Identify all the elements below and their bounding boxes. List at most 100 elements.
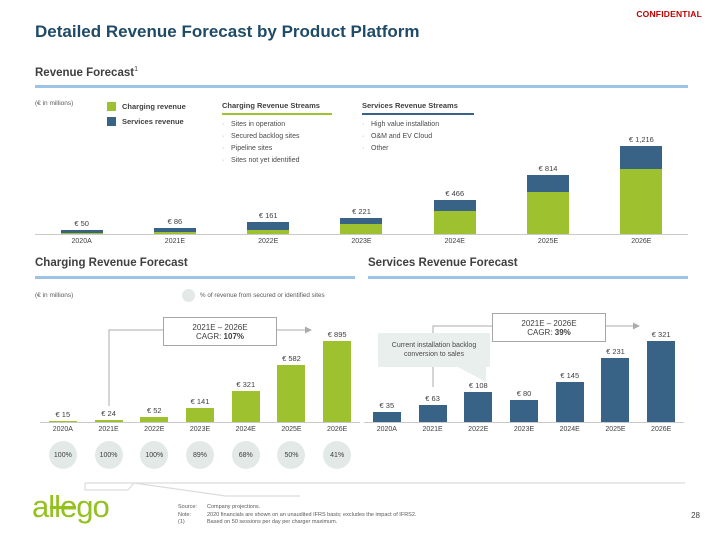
secured-share-cell: 100% <box>40 441 86 469</box>
bar-value-label: € 145 <box>560 370 580 380</box>
logo-crossbar <box>50 506 76 509</box>
allego-logo: allego <box>32 489 110 525</box>
section-divider-rule <box>35 85 688 88</box>
charging-bar-segment <box>247 230 290 234</box>
stacked-bar <box>620 146 663 234</box>
chart-column: € 24 <box>86 330 132 422</box>
bullet-text: Sites in operation <box>231 120 286 128</box>
charging-bar-segment <box>60 232 103 234</box>
bar-value-label: € 50 <box>74 219 89 229</box>
charging-bar-segment <box>153 232 196 234</box>
chart-column: € 15 <box>40 330 86 422</box>
bar-value-label: € 221 <box>352 207 371 217</box>
cagr-value: 107% <box>223 331 245 341</box>
secured-share-row: 100% 100% 100% 89% 68% 50% 41% <box>40 441 360 469</box>
axis-category-label: 2024E <box>235 426 256 433</box>
axis-category-label: 2023E <box>513 426 535 433</box>
bar-value-label: € 141 <box>190 397 210 407</box>
services-bar-segment <box>247 222 290 231</box>
bar-value-label: € 466 <box>445 189 465 199</box>
bar <box>464 392 493 422</box>
bar-value-label: € 86 <box>167 216 183 226</box>
secured-share-badge: 89% <box>186 441 215 469</box>
secured-share-badge: 100% <box>140 441 169 469</box>
bar-value-label: € 35 <box>379 401 395 411</box>
bullet-icon: · <box>362 132 365 140</box>
total-revenue-axis: 2020A 2021E 2022E 2023E 2024E 2025E 2026E <box>35 234 688 245</box>
secured-share-badge: 68% <box>231 441 260 469</box>
confidential-label: CONFIDENTIAL <box>636 9 702 19</box>
bar-value-label: € 231 <box>606 347 625 356</box>
axis-category-label: 2023E <box>189 426 211 433</box>
bar-value-label: € 1,216 <box>628 135 654 145</box>
top-chart-column: € 161 <box>222 130 315 234</box>
bullet-item: · Other <box>362 143 492 155</box>
services-revenue-chart: € 35 € 63 € 108 € 80 € 145 € 231 € 321 <box>364 330 684 423</box>
bar <box>277 365 306 422</box>
axis-category-label: 2026E <box>327 426 348 433</box>
bullet-item: · Secured backlog sites <box>222 131 352 143</box>
percent-circle-icon <box>182 289 195 302</box>
cagr-label: CAGR: <box>195 331 224 341</box>
streams-bullet-list: · Sites in operation · Secured backlog site… <box>222 119 352 167</box>
secured-share-cell: 89% <box>177 441 223 469</box>
top-chart-column: € 221 <box>315 130 408 234</box>
revenue-forecast-heading: Revenue Forecast1 <box>35 66 138 79</box>
chart-column: € 321 <box>223 330 269 422</box>
legend-item-services: Services revenue <box>107 117 186 126</box>
bar <box>601 358 630 422</box>
stacked-bar <box>153 227 196 234</box>
page-number: 28 <box>691 511 700 520</box>
footnote-reference: 1 <box>134 66 138 73</box>
note-label: Note: <box>178 511 192 518</box>
bar-value-label: € 15 <box>55 409 71 419</box>
bar <box>186 408 215 422</box>
stacked-bar <box>433 200 476 234</box>
bar-value-label: € 63 <box>425 393 440 403</box>
bar-value-label: € 108 <box>468 381 488 391</box>
bullet-text: O&M and EV Cloud <box>371 132 433 140</box>
bullet-icon: · <box>222 144 225 152</box>
bullet-text: Other <box>371 144 389 152</box>
services-bar-segment <box>620 146 663 170</box>
axis-category-label: 2021E <box>422 426 443 433</box>
bar-value-label: € 52 <box>146 405 162 415</box>
axis-category-label: 2020A <box>71 238 92 245</box>
cagr-value-line: CAGR: 39% <box>527 328 571 337</box>
chart-column: € 895 <box>314 330 360 422</box>
footer-notes: Source: Company projections. Note: 2020 fi… <box>178 504 416 527</box>
secured-share-badge: 100% <box>48 441 77 469</box>
cagr-range: 2021E – 2026E <box>192 322 248 332</box>
charging-revenue-streams-panel: Charging Revenue Streams · Sites in opera… <box>222 101 352 167</box>
note-row: Note: 2020 financials are shown on an una… <box>178 512 416 520</box>
bullet-item: · Sites not yet identified <box>222 155 352 167</box>
stacked-bar <box>60 230 103 234</box>
charging-bar-segment <box>620 169 663 234</box>
bar <box>647 341 676 422</box>
top-chart-column: € 466 <box>408 130 501 234</box>
bullet-icon: · <box>362 144 365 152</box>
revenue-forecast-heading-text: Revenue Forecast <box>35 66 135 79</box>
services-forecast-heading: Services Revenue Forecast <box>368 257 518 269</box>
legend-label: Charging revenue <box>122 102 186 111</box>
streams-bullet-list: · High value installation · O&M and EV Clou… <box>362 119 492 155</box>
axis-category-label: 2025E <box>537 238 559 245</box>
axis-category-label: 2024E <box>559 426 580 433</box>
backlog-callout: Current installation backlog conversion … <box>378 333 490 367</box>
axis-category-label: 2022E <box>468 426 489 433</box>
secured-share-cell: 41% <box>314 441 360 469</box>
bullet-text: High value installation <box>371 120 440 128</box>
bar-value-label: € 582 <box>282 354 301 364</box>
top-chart-column: € 814 <box>501 130 594 234</box>
axis-category-label: 2026E <box>631 238 652 245</box>
secured-share-badge: 50% <box>277 441 306 469</box>
secured-share-cell: 50% <box>269 441 315 469</box>
bar <box>94 419 123 422</box>
stacked-bar <box>527 175 570 234</box>
chart-column: € 63 <box>410 330 456 422</box>
bar <box>418 404 447 422</box>
axis-category-label: 2026E <box>651 426 672 433</box>
footnote-label: (1) <box>178 519 185 525</box>
total-revenue-chart: € 50 € 86 € 161 € 221 € 466 € 814 € 1,216 <box>35 130 688 235</box>
